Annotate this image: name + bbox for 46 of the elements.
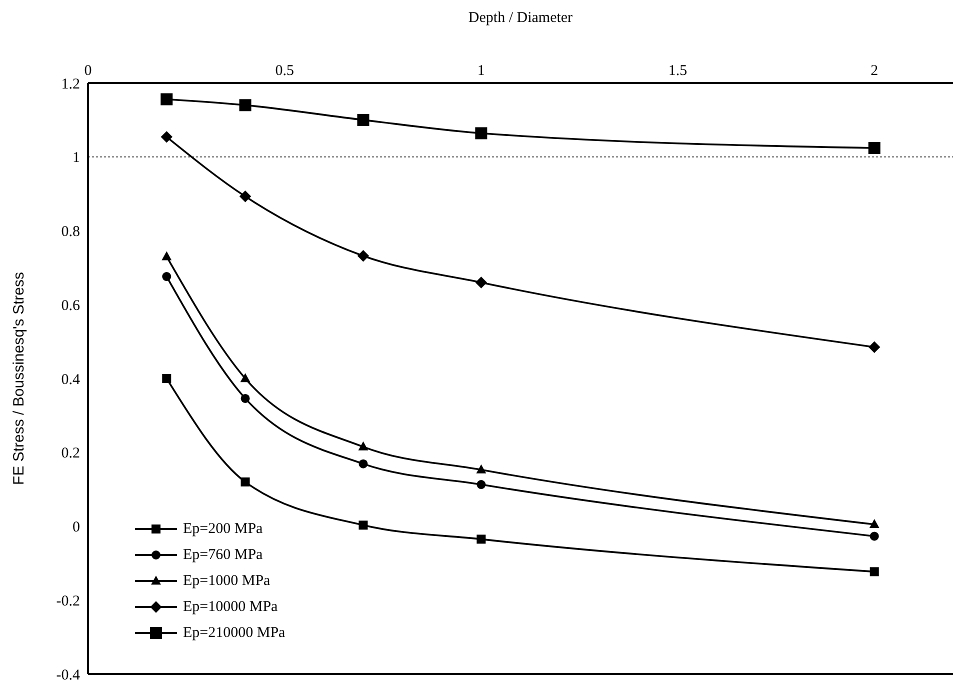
legend-label: Ep=210000 MPa xyxy=(183,624,286,642)
legend-label: Ep=760 MPa xyxy=(183,546,263,564)
point xyxy=(358,520,368,530)
y-tick-label: 0.4 xyxy=(61,372,80,388)
y-tick-label: 1 xyxy=(72,150,80,166)
y-axis-title: FE Stress / Boussinesq's Stress xyxy=(10,272,28,485)
y-tick-label: 0 xyxy=(72,520,80,536)
x-tick-label: 1.5 xyxy=(668,63,688,79)
y-tick-label: 0.2 xyxy=(61,446,80,462)
point xyxy=(240,394,250,403)
y-tick-label: 1.2 xyxy=(61,76,80,92)
y-tick-label: 0.6 xyxy=(61,298,80,314)
legend-label: Ep=200 MPa xyxy=(183,520,263,538)
point xyxy=(870,567,879,576)
point xyxy=(476,480,486,490)
x-tick-label: 0.5 xyxy=(275,63,294,79)
point xyxy=(868,142,880,154)
point xyxy=(162,251,172,260)
point xyxy=(870,532,879,541)
point xyxy=(160,131,172,143)
legend-label: Ep=1000 MPa xyxy=(183,572,270,590)
y-tick-label: 0.8 xyxy=(61,224,80,240)
point xyxy=(476,534,486,544)
point xyxy=(868,341,880,353)
y-tick-label: -0.4 xyxy=(56,667,80,684)
point xyxy=(476,464,486,474)
point xyxy=(475,276,488,288)
x-tick-label: 2 xyxy=(870,63,878,79)
point xyxy=(239,190,252,202)
point xyxy=(239,99,252,112)
point xyxy=(358,459,368,468)
point xyxy=(162,374,172,383)
x-axis-title: Depth / Diameter xyxy=(467,10,574,27)
point xyxy=(240,373,250,382)
point xyxy=(475,127,488,140)
point xyxy=(357,250,370,262)
point xyxy=(869,519,880,528)
x-tick-label: 0 xyxy=(84,63,92,79)
point xyxy=(358,441,368,450)
x-tick-label: 1 xyxy=(477,63,485,79)
point xyxy=(240,477,250,486)
point xyxy=(162,272,172,282)
point xyxy=(160,93,173,106)
legend-label: Ep=10000 MPa xyxy=(183,598,278,616)
point xyxy=(357,114,370,126)
y-tick-label: -0.2 xyxy=(56,593,80,610)
